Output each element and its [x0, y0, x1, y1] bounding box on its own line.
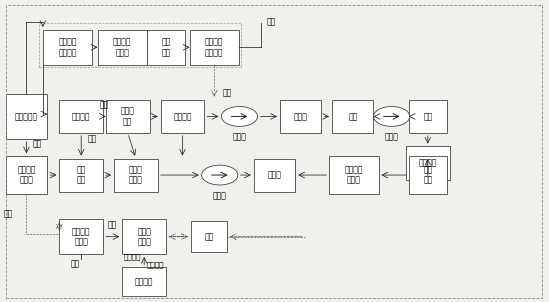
- FancyBboxPatch shape: [106, 100, 150, 133]
- Text: 一级反渗
透装置: 一级反渗 透装置: [17, 165, 36, 185]
- Text: 循环水反
渗透装置: 循环水反 渗透装置: [205, 37, 223, 57]
- FancyBboxPatch shape: [147, 30, 185, 65]
- FancyBboxPatch shape: [6, 156, 47, 194]
- FancyBboxPatch shape: [122, 268, 166, 296]
- FancyBboxPatch shape: [408, 100, 447, 133]
- Text: 废水: 废水: [100, 101, 109, 110]
- Text: 余热蒸汽: 余热蒸汽: [147, 261, 164, 268]
- Text: 渣池: 渣池: [348, 112, 357, 121]
- Circle shape: [221, 107, 257, 126]
- Text: 回水混凝
沉淤池: 回水混凝 沉淤池: [345, 165, 363, 185]
- Text: 澄清水池: 澄清水池: [418, 159, 437, 168]
- Text: 冲渣泵: 冲渣泵: [233, 132, 247, 141]
- Text: 清水池: 清水池: [267, 171, 282, 180]
- Text: 烟囱: 烟囱: [204, 232, 214, 241]
- FancyBboxPatch shape: [161, 100, 204, 133]
- FancyBboxPatch shape: [189, 30, 239, 65]
- FancyBboxPatch shape: [59, 219, 103, 254]
- Text: 灰场: 灰场: [423, 112, 433, 121]
- FancyBboxPatch shape: [59, 159, 103, 191]
- Text: 浓水: 浓水: [108, 221, 117, 230]
- Text: 排渣沟: 排渣沟: [294, 112, 308, 121]
- FancyBboxPatch shape: [408, 156, 447, 194]
- FancyBboxPatch shape: [59, 100, 103, 133]
- Text: 循环水系统: 循环水系统: [15, 112, 38, 121]
- FancyBboxPatch shape: [122, 219, 166, 254]
- Circle shape: [374, 107, 410, 126]
- Circle shape: [201, 165, 238, 185]
- FancyBboxPatch shape: [43, 30, 92, 65]
- FancyBboxPatch shape: [332, 100, 373, 133]
- Text: 中和沉
淤池: 中和沉 淤池: [121, 107, 135, 126]
- Text: 循环水过
滤装置: 循环水过 滤装置: [113, 37, 132, 57]
- Text: 软化
装置: 软化 装置: [423, 165, 433, 185]
- FancyBboxPatch shape: [329, 156, 379, 194]
- Text: 产水: 产水: [33, 139, 42, 148]
- FancyBboxPatch shape: [191, 221, 227, 252]
- Text: 蜘发浓
缩装置: 蜘发浓 缩装置: [137, 227, 151, 246]
- Text: 产水: 产水: [71, 259, 80, 268]
- Text: 浓水: 浓水: [222, 88, 232, 98]
- Text: 超滤
装置: 超滤 装置: [76, 165, 86, 185]
- Text: 冲渣水池: 冲渣水池: [173, 112, 192, 121]
- Text: 循环水混
凝沉淤池: 循环水混 凝沉淤池: [58, 37, 77, 57]
- FancyBboxPatch shape: [6, 94, 47, 139]
- Text: 回水过
滤装置: 回水过 滤装置: [129, 165, 143, 185]
- Text: 二级反渗
透装置: 二级反渗 透装置: [72, 227, 91, 246]
- Text: 冷凝水回: 冷凝水回: [124, 254, 142, 260]
- Text: 产水: 产水: [266, 17, 276, 26]
- Text: 脱硫装置: 脱硫装置: [72, 112, 91, 121]
- FancyBboxPatch shape: [98, 30, 147, 65]
- FancyBboxPatch shape: [114, 159, 158, 191]
- Text: 回水泵: 回水泵: [213, 191, 227, 200]
- Text: 纳滤
装置: 纳滤 装置: [161, 37, 171, 57]
- Text: 浓水: 浓水: [3, 209, 13, 218]
- FancyBboxPatch shape: [406, 146, 450, 180]
- Text: 产水: 产水: [88, 134, 97, 143]
- Text: 排渣泵: 排渣泵: [385, 132, 399, 141]
- FancyBboxPatch shape: [254, 159, 295, 191]
- Text: 蜂汽系统: 蜂汽系统: [135, 277, 153, 286]
- FancyBboxPatch shape: [280, 100, 321, 133]
